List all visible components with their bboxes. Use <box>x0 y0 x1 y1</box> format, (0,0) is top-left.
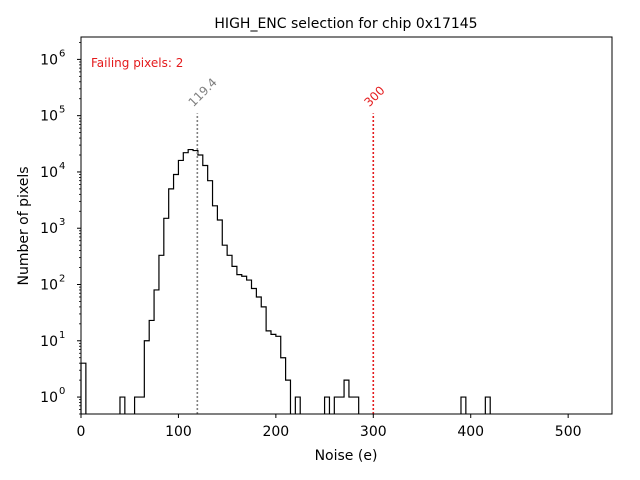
histogram-bin <box>120 397 125 414</box>
y-tick-label: 10 <box>40 109 58 125</box>
chart-title: HIGH_ENC selection for chip 0x17145 <box>214 16 477 32</box>
histogram-bin <box>208 181 213 414</box>
histogram-bin <box>334 397 339 414</box>
x-tick-label: 400 <box>457 424 484 440</box>
y-tick-label: 10 <box>40 165 58 181</box>
histogram-bin <box>183 153 188 414</box>
histogram-bin <box>242 276 247 414</box>
histogram-bin <box>174 175 179 414</box>
y-tick-exponent: 2 <box>59 274 65 285</box>
failing-pixels-note: Failing pixels: 2 <box>91 56 183 70</box>
histogram-bin <box>159 255 164 414</box>
x-tick-label: 0 <box>77 424 86 440</box>
histogram-bin <box>169 189 174 414</box>
histogram-bin <box>261 307 266 414</box>
x-tick-label: 100 <box>165 424 192 440</box>
histogram-bin <box>139 397 144 414</box>
histogram-bin <box>232 266 237 414</box>
x-tick-label: 500 <box>555 424 582 440</box>
histogram-bin <box>164 218 169 414</box>
histogram-bin <box>144 341 149 414</box>
y-axis-label: Number of pixels <box>16 166 32 285</box>
y-tick-label: 10 <box>40 278 58 294</box>
histogram-bin <box>271 334 276 414</box>
histogram-bin <box>276 336 281 414</box>
histogram-bin <box>247 280 252 414</box>
histogram-bin <box>286 380 291 414</box>
histogram-bin <box>222 245 227 414</box>
histogram-bin <box>193 151 198 414</box>
y-tick-exponent: 1 <box>59 330 65 341</box>
histogram-bin <box>213 206 218 414</box>
histogram-bin <box>349 397 354 414</box>
histogram-bin <box>339 397 344 414</box>
plot-frame <box>80 36 613 415</box>
histogram-bin <box>149 320 154 414</box>
histogram-bin <box>354 397 359 414</box>
histogram-bin <box>154 290 159 414</box>
histogram-bin <box>266 331 271 414</box>
histogram-bin <box>178 160 183 414</box>
histogram-bin <box>227 255 232 414</box>
histogram-bin <box>203 166 208 414</box>
histogram-bin <box>281 358 286 414</box>
histogram-bin <box>256 297 261 414</box>
histogram-bin <box>81 363 86 414</box>
histogram-bin <box>295 397 300 414</box>
histogram-bin <box>188 150 193 414</box>
y-tick-label: 10 <box>40 52 58 68</box>
y-tick-label: 10 <box>40 221 58 237</box>
histogram-bin <box>461 397 466 414</box>
threshold-label: 119.4 <box>186 75 220 109</box>
histogram-bin <box>344 380 349 414</box>
x-tick-label: 300 <box>360 424 387 440</box>
histogram-bin <box>217 220 222 414</box>
histogram-bin <box>198 155 203 414</box>
histogram-bin <box>252 288 257 414</box>
y-tick-label: 10 <box>40 334 58 350</box>
histogram-bin <box>237 275 242 414</box>
histogram-bin <box>325 397 330 414</box>
y-tick-exponent: 5 <box>59 105 65 116</box>
y-tick-exponent: 3 <box>59 217 65 228</box>
y-tick-exponent: 6 <box>59 48 65 59</box>
threshold-label: 300 <box>362 83 388 109</box>
x-axis-label: Noise (e) <box>315 448 378 464</box>
x-tick-label: 200 <box>262 424 289 440</box>
histogram-bin <box>485 397 490 414</box>
y-tick-exponent: 0 <box>59 386 65 397</box>
histogram-series <box>80 148 491 414</box>
y-tick-exponent: 4 <box>59 161 65 172</box>
histogram-bin <box>135 397 140 414</box>
y-tick-label: 10 <box>40 390 58 406</box>
